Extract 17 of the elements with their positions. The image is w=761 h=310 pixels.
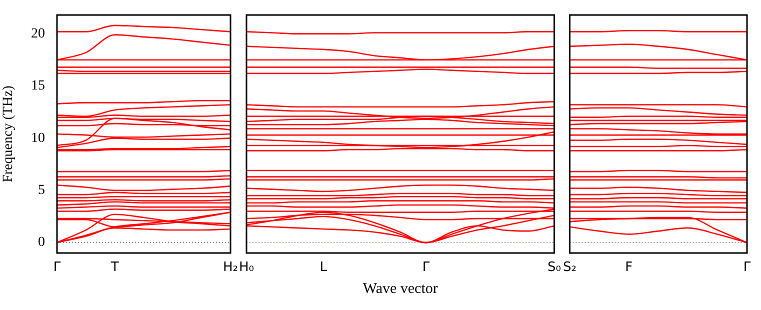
x-tick-label: H₀	[238, 260, 254, 276]
x-tick-label: L	[320, 260, 328, 276]
y-tick-label: 15	[31, 78, 45, 94]
y-tick-label: 20	[31, 26, 45, 42]
y-axis-title: Frequency (THz)	[1, 85, 16, 182]
x-tick-label: F	[625, 260, 633, 276]
y-tick-label: 0	[38, 235, 45, 250]
x-tick-label: Γ	[53, 260, 62, 276]
y-tick-label: 5	[38, 183, 45, 198]
x-tick-label: S₂	[562, 260, 576, 276]
x-axis-title: Wave vector	[362, 280, 438, 297]
x-tick-label: Γ	[422, 260, 430, 276]
x-tick-label: T	[110, 260, 119, 276]
x-tick-label: Γ	[743, 260, 752, 276]
x-tick-label: S₀	[548, 260, 562, 276]
x-tick-label: H₂	[223, 260, 238, 276]
y-tick-label: 10	[31, 130, 45, 146]
